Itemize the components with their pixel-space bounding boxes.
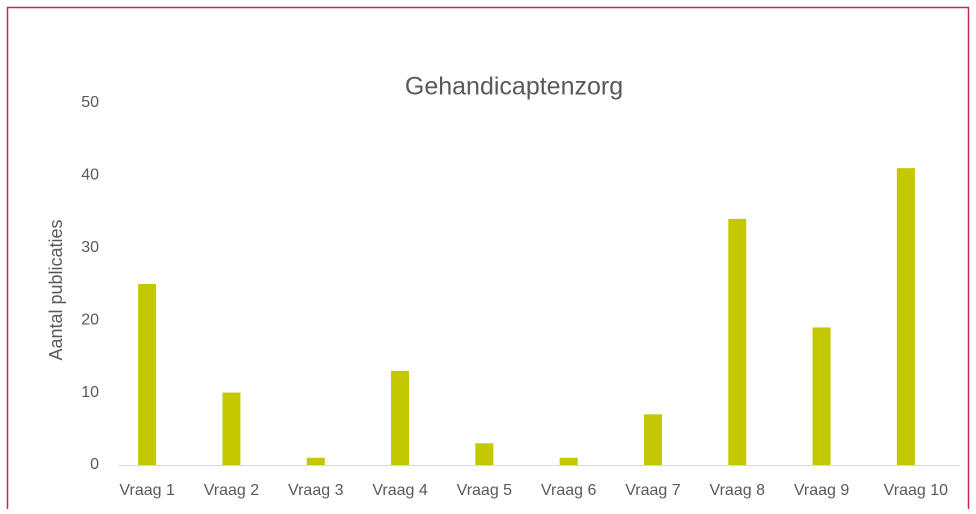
x-tick-label: Vraag 9 [794, 482, 850, 499]
y-tick-label: 10 [81, 384, 99, 401]
x-tick-label: Vraag 1 [119, 482, 175, 499]
x-tick-label: Vraag 3 [288, 482, 344, 499]
bar [728, 218, 747, 465]
chart-border [6, 6, 970, 514]
y-tick-label: 20 [81, 311, 99, 328]
y-tick-label: 30 [81, 239, 99, 256]
bar [812, 327, 831, 465]
bar [559, 457, 578, 465]
x-tick-label: Vraag 10 [884, 482, 948, 499]
x-tick-label: Vraag 4 [372, 482, 428, 499]
x-tick-label: Vraag 5 [457, 482, 513, 499]
bar [475, 443, 494, 465]
x-tick-label: Vraag 2 [204, 482, 260, 499]
x-tick-label: Vraag 8 [710, 482, 766, 499]
bar [138, 284, 157, 465]
bar [643, 414, 662, 465]
bar [896, 168, 915, 465]
y-tick-label: 40 [81, 167, 99, 184]
x-tick-label: Vraag 7 [625, 482, 681, 499]
bar [391, 370, 410, 465]
y-tick-label: 50 [81, 94, 99, 111]
bar [306, 457, 325, 465]
y-tick-label: 0 [90, 456, 99, 473]
chart-title: Gehandicaptenzorg [405, 73, 623, 101]
y-axis-label: Aantal publicaties [46, 219, 66, 360]
bar [222, 392, 241, 465]
x-tick-label: Vraag 6 [541, 482, 597, 499]
